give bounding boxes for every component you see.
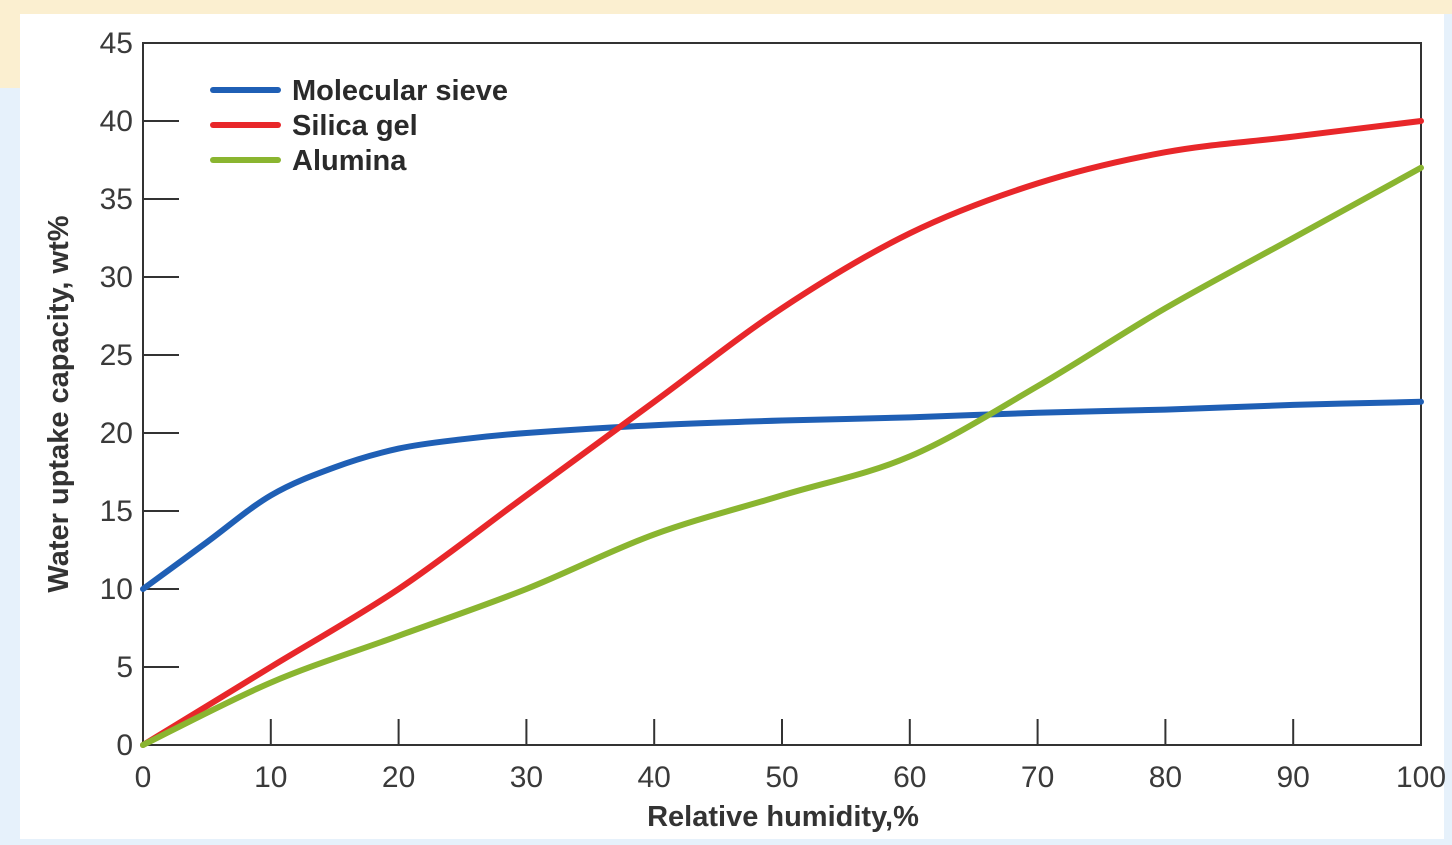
x-tick-label: 80 (1149, 761, 1182, 794)
y-tick-label: 5 (116, 651, 133, 684)
series-line-molecular-sieve (140, 398, 1424, 592)
x-tick-label: 10 (254, 761, 287, 794)
right-background-strip (1444, 14, 1452, 845)
top-border-band (0, 0, 1452, 14)
y-tick-label: 25 (100, 339, 133, 372)
x-tick-label: 0 (135, 761, 152, 794)
x-tick-label: 60 (893, 761, 926, 794)
x-tick-label: 20 (382, 761, 415, 794)
y-tick-label: 10 (100, 573, 133, 606)
y-tick-label: 45 (100, 27, 133, 60)
legend-label-alumina: Alumina (292, 145, 407, 177)
x-tick-label: 30 (510, 761, 543, 794)
series-line-alumina (140, 164, 1424, 748)
y-tick-label: 15 (100, 495, 133, 528)
x-axis-title: Relative humidity,% (647, 801, 919, 833)
y-tick-label: 20 (100, 417, 133, 450)
y-tick-label: 0 (116, 729, 133, 762)
x-tick-label: 90 (1277, 761, 1310, 794)
x-tick-label: 40 (638, 761, 671, 794)
y-tick-label: 35 (100, 183, 133, 216)
y-tick-label: 30 (100, 261, 133, 294)
x-tick-label: 100 (1396, 761, 1446, 794)
series-layer (140, 118, 1424, 748)
left-background-strip (0, 88, 20, 845)
legend-label-molecular-sieve: Molecular sieve (292, 75, 508, 107)
series-line-silica-gel (140, 118, 1424, 748)
plot-area (142, 42, 1422, 746)
bottom-background-strip (0, 839, 1452, 845)
y-tick-label: 40 (100, 105, 133, 138)
x-tick-label: 50 (765, 761, 798, 794)
x-tick-label: 70 (1021, 761, 1054, 794)
y-axis: 0 5 10 15 20 25 30 35 40 45 (100, 27, 179, 762)
legend-label-silica-gel: Silica gel (292, 110, 418, 142)
y-axis-title: Water uptake capacity, wt% (43, 215, 75, 592)
x-axis: 0 10 20 30 40 50 60 70 80 90 100 (135, 719, 1446, 794)
left-border-band (0, 0, 20, 88)
